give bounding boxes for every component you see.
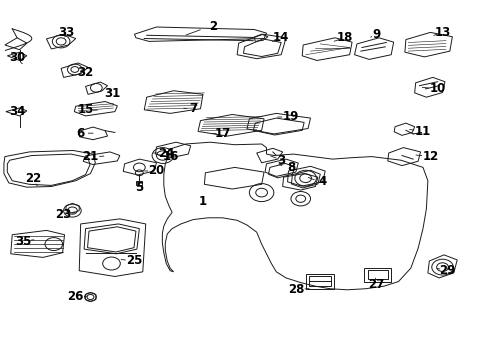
Text: 24: 24: [158, 147, 174, 159]
Bar: [364, 268, 390, 282]
Text: 13: 13: [433, 26, 450, 39]
Text: 17: 17: [214, 127, 230, 140]
Text: 25: 25: [126, 255, 142, 267]
Text: 9: 9: [372, 28, 380, 41]
Bar: [136, 181, 142, 185]
Text: 33: 33: [58, 26, 74, 39]
Text: 29: 29: [438, 264, 455, 276]
Text: 3: 3: [277, 154, 285, 167]
Bar: [367, 270, 387, 279]
Text: 12: 12: [421, 150, 438, 163]
Text: 28: 28: [287, 283, 304, 296]
Text: 1: 1: [199, 195, 206, 208]
Text: 15: 15: [77, 103, 94, 116]
Text: 27: 27: [367, 278, 384, 291]
Bar: [308, 276, 330, 286]
Text: 4: 4: [318, 175, 326, 188]
Text: 2: 2: [208, 21, 216, 33]
Text: 11: 11: [414, 125, 430, 138]
Text: 5: 5: [135, 181, 143, 194]
Text: 23: 23: [55, 208, 72, 221]
Text: 8: 8: [286, 161, 294, 174]
Text: 22: 22: [25, 172, 41, 185]
Bar: [305, 274, 333, 289]
Text: 19: 19: [282, 111, 299, 123]
Text: 20: 20: [148, 165, 164, 177]
Text: 26: 26: [67, 291, 84, 303]
Text: 10: 10: [428, 82, 445, 95]
Text: 14: 14: [272, 31, 289, 44]
Text: 31: 31: [104, 87, 121, 100]
Text: 7: 7: [189, 102, 197, 114]
Text: 6: 6: [77, 127, 84, 140]
Text: 34: 34: [9, 105, 26, 118]
Text: 18: 18: [336, 31, 352, 44]
Text: 35: 35: [15, 235, 32, 248]
Text: 32: 32: [77, 66, 94, 78]
Text: 16: 16: [163, 150, 179, 163]
Text: 30: 30: [9, 51, 26, 64]
Text: 21: 21: [82, 150, 99, 163]
